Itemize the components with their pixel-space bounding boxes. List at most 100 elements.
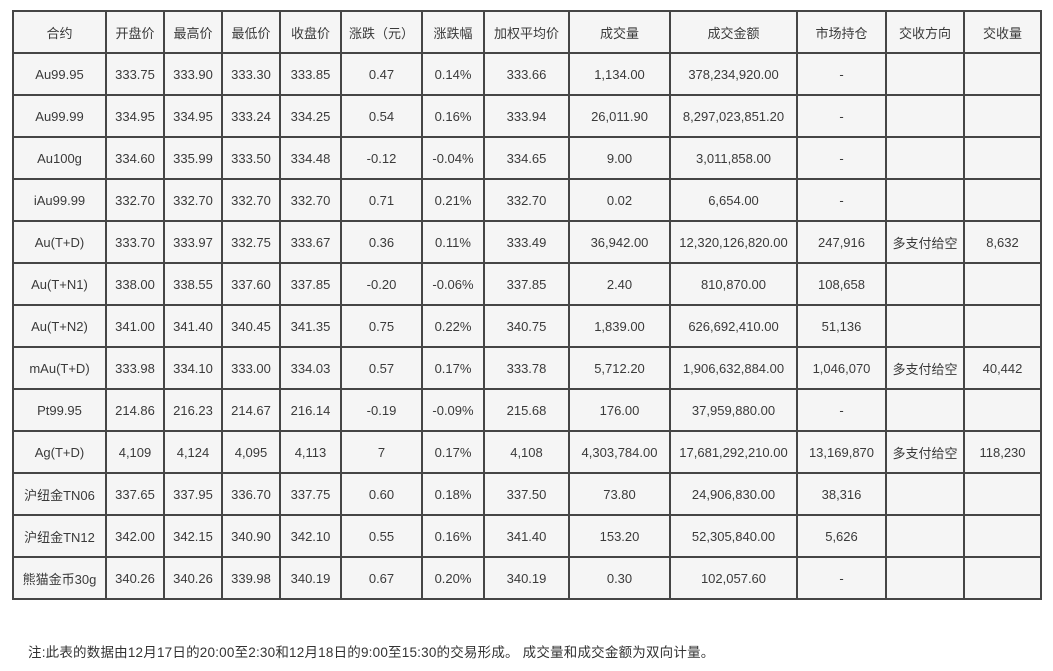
value-cell: 333.75 xyxy=(105,52,165,96)
table-row: Au100g 334.60 335.99 333.50 334.48 -0.12 -0.04… xyxy=(12,136,1042,180)
value-cell: 340.19 xyxy=(483,556,570,600)
value-cell: 26,011.90 xyxy=(568,94,671,138)
value-cell: 17,681,292,210.00 xyxy=(669,430,798,474)
value-cell xyxy=(963,514,1042,558)
value-cell: 337.60 xyxy=(221,262,281,306)
table-row: mAu(T+D) 333.98 334.10 333.00 334.03 0.57 0.17… xyxy=(12,346,1042,390)
value-cell: 0.17% xyxy=(421,430,485,474)
value-cell: 73.80 xyxy=(568,472,671,516)
value-cell: 334.25 xyxy=(279,94,342,138)
table-row: Pt99.95 214.86 216.23 214.67 216.14 -0.19 -0.0… xyxy=(12,388,1042,432)
value-cell: 多支付给空 xyxy=(885,346,965,390)
column-header: 成交金额 xyxy=(669,10,798,54)
value-cell: 337.75 xyxy=(279,472,342,516)
value-cell: 333.98 xyxy=(105,346,165,390)
value-cell: -0.12 xyxy=(340,136,423,180)
value-cell: 0.71 xyxy=(340,178,423,222)
value-cell: 334.48 xyxy=(279,136,342,180)
value-cell: 1,839.00 xyxy=(568,304,671,348)
table-header: 合约 开盘价 最高价 最低价 收盘价 涨跌（元） 涨跌幅 加权平均价 成交量 成交金额 市场持仓 交收… xyxy=(12,10,1042,54)
value-cell: 333.67 xyxy=(279,220,342,264)
value-cell: 342.15 xyxy=(163,514,223,558)
value-cell: 40,442 xyxy=(963,346,1042,390)
value-cell: 52,305,840.00 xyxy=(669,514,798,558)
value-cell: 153.20 xyxy=(568,514,671,558)
data-period-footnote: 注:此表的数据由12月17日的20:00至2:30和12月18日的9:00至15… xyxy=(28,645,715,660)
table-row: Au(T+N1) 338.00 338.55 337.60 337.85 -0.20 -0.… xyxy=(12,262,1042,306)
value-cell: 337.85 xyxy=(483,262,570,306)
value-cell: 0.18% xyxy=(421,472,485,516)
value-cell: 339.98 xyxy=(221,556,281,600)
value-cell: 333.85 xyxy=(279,52,342,96)
value-cell: 333.94 xyxy=(483,94,570,138)
contract-name-cell: Au(T+D) xyxy=(12,220,107,264)
value-cell: 215.68 xyxy=(483,388,570,432)
table-row: Au99.99 334.95 334.95 333.24 334.25 0.54 0.16%… xyxy=(12,94,1042,138)
contract-name-cell: Au(T+N1) xyxy=(12,262,107,306)
column-header: 最低价 xyxy=(221,10,281,54)
value-cell: 0.47 xyxy=(340,52,423,96)
value-cell: 0.60 xyxy=(340,472,423,516)
column-header: 市场持仓 xyxy=(796,10,887,54)
value-cell: 0.16% xyxy=(421,514,485,558)
value-cell: 342.00 xyxy=(105,514,165,558)
value-cell: - xyxy=(796,136,887,180)
table-body: Au99.95 333.75 333.90 333.30 333.85 0.47 0.14%… xyxy=(12,52,1042,600)
value-cell: 0.02 xyxy=(568,178,671,222)
value-cell: 337.95 xyxy=(163,472,223,516)
value-cell: 214.86 xyxy=(105,388,165,432)
value-cell: - xyxy=(796,94,887,138)
value-cell: - xyxy=(796,556,887,600)
value-cell: 0.55 xyxy=(340,514,423,558)
value-cell: 337.65 xyxy=(105,472,165,516)
table-row: 沪纽金TN06 337.65 337.95 336.70 337.75 0.60 0.18%… xyxy=(12,472,1042,516)
value-cell: 5,626 xyxy=(796,514,887,558)
value-cell: 332.70 xyxy=(483,178,570,222)
value-cell: 2.40 xyxy=(568,262,671,306)
value-cell: 3,011,858.00 xyxy=(669,136,798,180)
value-cell xyxy=(885,94,965,138)
value-cell: 8,632 xyxy=(963,220,1042,264)
value-cell: 1,906,632,884.00 xyxy=(669,346,798,390)
value-cell: 4,124 xyxy=(163,430,223,474)
value-cell: 38,316 xyxy=(796,472,887,516)
value-cell: 0.22% xyxy=(421,304,485,348)
value-cell: 332.70 xyxy=(105,178,165,222)
value-cell xyxy=(963,472,1042,516)
value-cell: 1,046,070 xyxy=(796,346,887,390)
value-cell: 214.67 xyxy=(221,388,281,432)
value-cell: 0.57 xyxy=(340,346,423,390)
contract-name-cell: Au99.95 xyxy=(12,52,107,96)
value-cell: 0.67 xyxy=(340,556,423,600)
column-header: 最高价 xyxy=(163,10,223,54)
value-cell xyxy=(963,388,1042,432)
value-cell: 333.30 xyxy=(221,52,281,96)
table-row: 熊猫金币30g 340.26 340.26 339.98 340.19 0.67 0.20%… xyxy=(12,556,1042,600)
table-row: 沪纽金TN12 342.00 342.15 340.90 342.10 0.55 0.16%… xyxy=(12,514,1042,558)
value-cell: 0.14% xyxy=(421,52,485,96)
value-cell: 102,057.60 xyxy=(669,556,798,600)
contract-name-cell: 熊猫金币30g xyxy=(12,556,107,600)
value-cell: 118,230 xyxy=(963,430,1042,474)
value-cell xyxy=(885,178,965,222)
column-header: 合约 xyxy=(12,10,107,54)
contract-name-cell: Au(T+N2) xyxy=(12,304,107,348)
value-cell: 4,303,784.00 xyxy=(568,430,671,474)
market-quotes-section: 合约 开盘价 最高价 最低价 收盘价 涨跌（元） 涨跌幅 加权平均价 成交量 成交金额 市场持仓 交收… xyxy=(12,10,1042,600)
value-cell: - xyxy=(796,388,887,432)
value-cell: 332.70 xyxy=(279,178,342,222)
contract-name-cell: Au99.99 xyxy=(12,94,107,138)
value-cell: 340.75 xyxy=(483,304,570,348)
value-cell: -0.20 xyxy=(340,262,423,306)
value-cell: 810,870.00 xyxy=(669,262,798,306)
value-cell: 24,906,830.00 xyxy=(669,472,798,516)
value-cell xyxy=(885,262,965,306)
table-row: iAu99.99 332.70 332.70 332.70 332.70 0.71 0.21… xyxy=(12,178,1042,222)
value-cell: 333.00 xyxy=(221,346,281,390)
value-cell: 1,134.00 xyxy=(568,52,671,96)
value-cell: 12,320,126,820.00 xyxy=(669,220,798,264)
value-cell: 9.00 xyxy=(568,136,671,180)
value-cell: 333.78 xyxy=(483,346,570,390)
value-cell: 247,916 xyxy=(796,220,887,264)
value-cell: 0.11% xyxy=(421,220,485,264)
